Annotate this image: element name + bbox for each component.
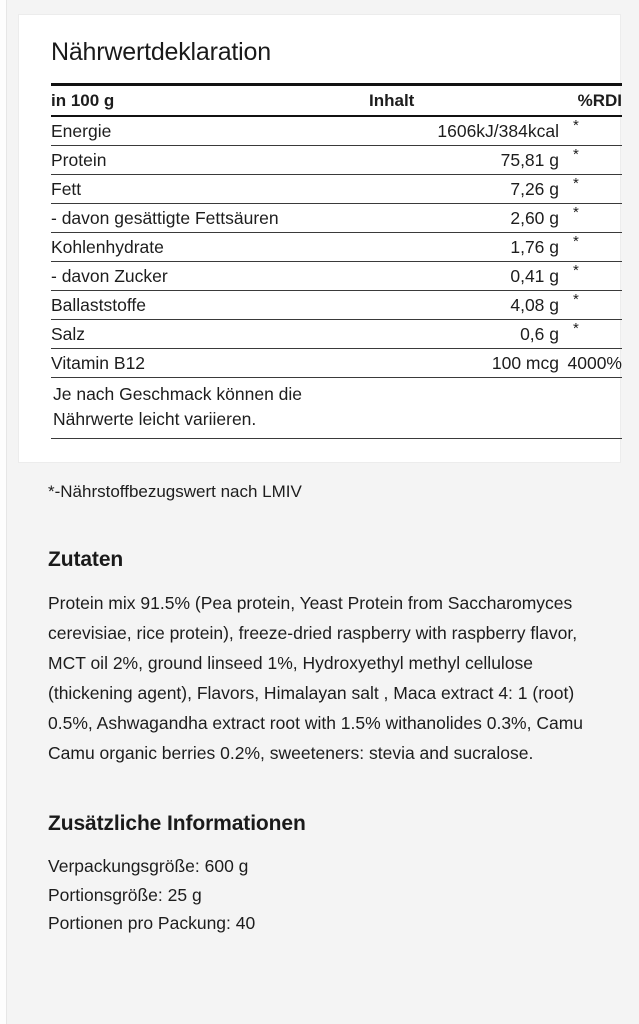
ingredients-text: Protein mix 91.5% (Pea protein, Yeast Pr… [48, 592, 584, 764]
rdi-asterisk: * [573, 145, 579, 163]
nutrient-rdi: * [559, 115, 622, 146]
nutrient-rdi: * [559, 145, 622, 175]
additional-information-list: Verpackungsgröße: 600 g Portionsgröße: 25… [48, 852, 608, 937]
rdi-percent: 4000% [567, 352, 623, 373]
nutrient-value: 1,76 g [369, 232, 559, 262]
rdi-asterisk: * [573, 203, 579, 221]
nutrient-value: 75,81 g [369, 145, 559, 175]
page-left-gutter [0, 0, 7, 1024]
nutrition-table-head: in 100 g Inhalt %RDI [51, 82, 622, 117]
rdi-asterisk: * [573, 261, 579, 279]
nutrient-name: Energie [51, 115, 369, 146]
nutrient-value: 2,60 g [369, 203, 559, 233]
nutrient-rdi: * [559, 203, 622, 233]
nutrient-rdi: 4000% [559, 348, 623, 378]
table-note-cell: Je nach Geschmack können die Nährwerte l… [51, 377, 622, 440]
rdi-asterisk: * [573, 116, 579, 134]
nutrient-name: Protein [51, 145, 369, 175]
table-note-text: Je nach Geschmack können die Nährwerte l… [53, 383, 303, 429]
rdi-asterisk: * [573, 290, 579, 308]
nutrient-name: - davon Zucker [51, 261, 369, 291]
table-row: Protein 75,81 g * [51, 145, 622, 175]
table-row: Fett 7,26 g * [51, 174, 622, 204]
column-header-rdi: %RDI [559, 82, 622, 117]
nutrient-rdi: * [559, 232, 622, 262]
nutrient-rdi: * [559, 290, 622, 320]
column-header-name: in 100 g [51, 82, 369, 117]
nutrition-table-body: Energie 1606kJ/384kcal * Protein 75,81 g * Fet… [51, 115, 623, 440]
ingredients-heading: Zutaten [48, 547, 124, 571]
table-row: Vitamin B12 100 mcg 4000% [51, 348, 623, 378]
nutrient-value: 4,08 g [369, 290, 559, 320]
rdi-footnote: *-Nährstoffbezugswert nach LMIV [48, 482, 302, 501]
table-row: Energie 1606kJ/384kcal * [51, 115, 622, 146]
table-row: - davon gesättigte Fettsäuren 2,60 g * [51, 203, 622, 233]
table-row: Salz 0,6 g * [51, 319, 622, 349]
info-line: Portionsgröße: 25 g [48, 884, 202, 905]
nutrient-value: 7,26 g [369, 174, 559, 204]
nutrition-declaration-card: Nährwertdeklaration in 100 g Inhalt %RDI… [18, 14, 623, 463]
nutrient-value: 0,41 g [369, 261, 559, 291]
page-body: *-Nährstoffbezugswert nach LMIV Zutaten … [48, 480, 608, 937]
nutrient-name: Ballaststoffe [51, 290, 369, 320]
column-header-value: Inhalt [369, 82, 559, 117]
info-line: Portionen pro Packung: 40 [48, 913, 256, 934]
nutrient-value: 100 mcg [369, 348, 559, 378]
table-row: Ballaststoffe 4,08 g * [51, 290, 622, 320]
nutrient-rdi: * [559, 261, 622, 291]
table-header-row: in 100 g Inhalt %RDI [51, 82, 622, 117]
rdi-asterisk: * [573, 232, 579, 250]
table-row: - davon Zucker 0,41 g * [51, 261, 622, 291]
additional-information-heading: Zusätzliche Informationen [48, 812, 306, 836]
nutrient-name: Vitamin B12 [51, 348, 369, 378]
table-note-row: Je nach Geschmack können die Nährwerte l… [51, 377, 622, 440]
nutrient-name: Kohlenhydrate [51, 232, 369, 262]
rdi-asterisk: * [573, 319, 579, 337]
nutrient-value: 0,6 g [369, 319, 559, 349]
info-line: Verpackungsgröße: 600 g [48, 856, 249, 877]
rdi-asterisk: * [573, 174, 579, 192]
nutrient-name: Fett [51, 174, 369, 204]
nutrient-rdi: * [559, 319, 622, 349]
nutrient-name: Salz [51, 319, 369, 349]
nutrient-rdi: * [559, 174, 622, 204]
table-row: Kohlenhydrate 1,76 g * [51, 232, 622, 262]
page-title: Nährwertdeklaration [51, 38, 271, 66]
nutrient-name: - davon gesättigte Fettsäuren [51, 203, 369, 233]
nutrition-table: in 100 g Inhalt %RDI Energie 1606kJ/384kc… [51, 82, 623, 440]
nutrient-value: 1606kJ/384kcal [369, 115, 559, 146]
